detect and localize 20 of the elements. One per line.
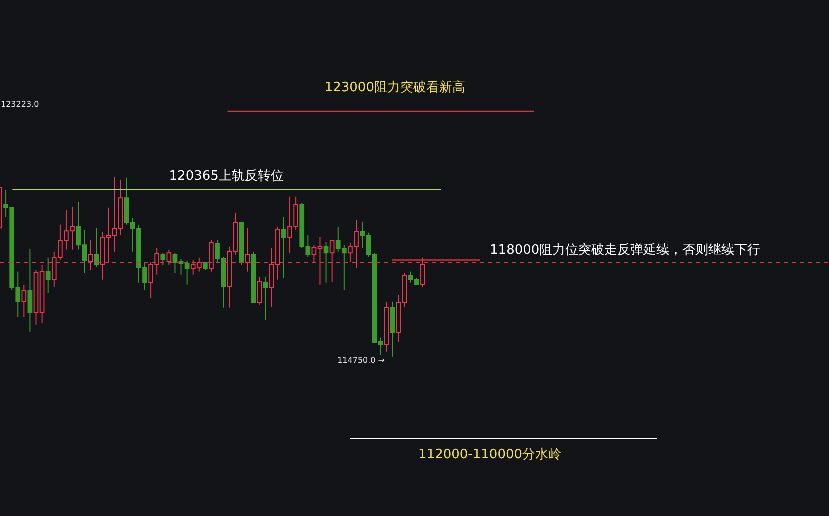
candlestick [88, 240, 94, 271]
annotation: 123223.0 [1, 100, 40, 109]
candlestick [257, 276, 262, 306]
ref-line-label: 120365上轨反转位 [169, 168, 284, 184]
candlestick [330, 240, 335, 282]
ref-line-label: 118000阻力位突破走反弹延续，否则继续下行 [490, 243, 761, 258]
candlestick [324, 242, 329, 284]
ref-line-label: 112000-110000分水岭 [418, 448, 562, 463]
candlestick [22, 284, 27, 318]
candlestick [245, 228, 250, 272]
candlestick [160, 252, 166, 266]
candlestick [28, 248, 33, 332]
candlestick [94, 228, 100, 268]
candlestick [282, 216, 286, 279]
candlestick [420, 257, 426, 288]
candlestick [166, 249, 172, 266]
candlestick [46, 257, 51, 294]
candlestick [263, 276, 268, 321]
ref-line-label: 123000阻力突破看新高 [324, 80, 466, 96]
annotation: 114750.0 → [338, 356, 386, 365]
